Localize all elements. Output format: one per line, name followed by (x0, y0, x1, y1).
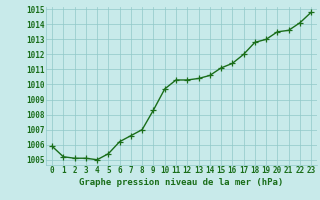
X-axis label: Graphe pression niveau de la mer (hPa): Graphe pression niveau de la mer (hPa) (79, 178, 284, 187)
